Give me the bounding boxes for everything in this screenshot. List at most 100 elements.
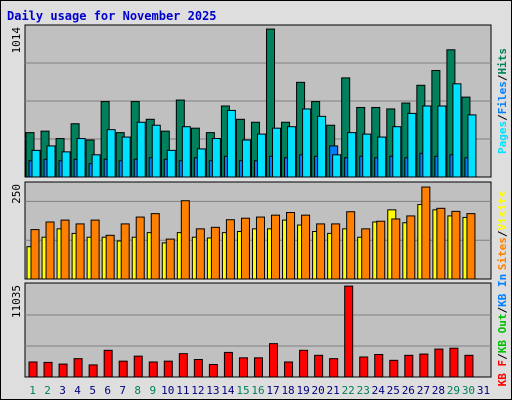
day-label-6: 6 (104, 384, 111, 397)
hits-legend-separator-1: / (496, 114, 509, 121)
pages-bar-day-7 (121, 136, 131, 178)
kbytes-legend: KB F/KB Out/KB In (496, 274, 509, 387)
pages-bar-day-23 (362, 133, 372, 178)
day-label-2: 2 (44, 384, 51, 397)
day-label-24: 24 (372, 384, 386, 397)
pages-bar-day-11 (181, 126, 191, 178)
sites-bar-day-1 (30, 229, 40, 280)
hits-legend-separator-2: / (496, 74, 509, 81)
pages-bar-day-27 (422, 105, 432, 178)
sites-bar-day-2 (45, 221, 55, 280)
sites-bar-day-7 (120, 223, 130, 280)
sites-bar-day-18 (286, 212, 296, 280)
kbytes-scale-max-label: 11035 (10, 285, 23, 318)
kbytes-bar-day-2 (43, 361, 53, 378)
kbytes-bar-day-5 (88, 364, 98, 378)
kbytes-legend-separator-2: / (496, 306, 509, 313)
pages-bar-day-28 (437, 105, 447, 178)
day-label-15: 15 (236, 384, 249, 397)
kbytes-bar-day-20 (314, 354, 324, 378)
pages-bar-day-25 (392, 126, 402, 178)
kbytes-bar-day-15 (238, 357, 248, 378)
kbytes-bar-day-24 (374, 353, 384, 378)
sites-bar-day-3 (60, 219, 70, 280)
kbytes-bar-day-26 (404, 354, 414, 378)
pages-bar-day-15 (241, 139, 251, 178)
kbytes-bar-day-11 (178, 353, 188, 378)
day-label-10: 10 (161, 384, 174, 397)
sites-bar-day-19 (301, 214, 311, 280)
pages-bar-day-14 (226, 109, 236, 178)
day-label-14: 14 (221, 384, 235, 397)
day-label-18: 18 (281, 384, 294, 397)
sites-bar-day-10 (165, 238, 175, 280)
sites-bar-day-15 (240, 217, 250, 280)
kbytes-bar-day-17 (269, 343, 279, 378)
day-label-17: 17 (266, 384, 279, 397)
pages-bar-day-10 (166, 149, 176, 178)
pages-bar-day-20 (317, 115, 327, 178)
sites-bar-day-20 (316, 223, 326, 280)
kbytes-legend-item-kb-out: KB Out (496, 313, 509, 353)
kbytes-bar-day-18 (284, 361, 294, 378)
visits-legend: Sites/Visits (496, 191, 509, 271)
kbytes-bar-day-28 (434, 348, 444, 378)
hits-legend: Pages/Files/Hits (496, 48, 509, 154)
day-label-16: 16 (251, 384, 264, 397)
sites-bar-day-22 (346, 211, 356, 280)
pages-bar-day-26 (407, 112, 417, 178)
kbytes-bar-day-14 (223, 351, 233, 378)
day-label-30: 30 (462, 384, 475, 397)
pages-bar-day-12 (196, 148, 206, 178)
kbytes-bar-day-10 (163, 360, 173, 378)
day-label-21: 21 (327, 384, 340, 397)
day-label-20: 20 (312, 384, 325, 397)
pages-bar-day-13 (211, 138, 221, 178)
kbytes-bar-day-6 (103, 349, 113, 378)
day-label-5: 5 (89, 384, 96, 397)
day-label-19: 19 (296, 384, 309, 397)
hits-legend-item-pages: Pages (496, 121, 509, 154)
sites-bar-day-23 (361, 228, 371, 280)
hits-legend-item-hits: Hits (496, 48, 509, 75)
sites-bar-day-16 (255, 216, 265, 280)
kbytes-bar-day-8 (133, 355, 143, 378)
sites-bar-day-27 (421, 186, 431, 280)
pages-bar-day-24 (377, 136, 387, 178)
visits-legend-separator-1: / (496, 230, 509, 237)
day-label-7: 7 (119, 384, 126, 397)
visits-legend-item-visits: Visits (496, 191, 509, 231)
pages-bar-day-8 (136, 121, 146, 178)
day-label-22: 22 (342, 384, 355, 397)
sites-bar-day-12 (195, 228, 205, 280)
sites-bar-day-11 (180, 200, 190, 280)
kbytes-bar-day-25 (389, 359, 399, 378)
pages-bar-day-30 (467, 114, 477, 178)
day-label-27: 27 (417, 384, 430, 397)
pages-bar-day-22 (347, 132, 357, 178)
day-label-12: 12 (191, 384, 204, 397)
hits-scale-max-label: 1014 (10, 27, 23, 54)
day-label-26: 26 (402, 384, 415, 397)
pages-bar-day-21 (332, 154, 342, 178)
day-label-9: 9 (149, 384, 156, 397)
kbytes-bar-day-29 (449, 347, 459, 378)
visits-scale-max-label: 250 (10, 184, 23, 204)
kbytes-bar-day-4 (73, 358, 83, 378)
sites-bar-day-14 (225, 219, 235, 280)
pages-bar-day-17 (272, 127, 282, 178)
sites-bar-day-17 (271, 214, 281, 280)
kbytes-bar-day-27 (419, 353, 429, 378)
day-label-29: 29 (447, 384, 460, 397)
day-label-13: 13 (206, 384, 219, 397)
kbytes-bar-day-9 (148, 361, 158, 378)
hits-legend-item-files: Files (496, 81, 509, 114)
day-label-8: 8 (134, 384, 141, 397)
kbytes-bar-day-13 (208, 363, 218, 378)
kbytes-legend-separator-1: / (496, 353, 509, 360)
kbytes-bar-day-1 (28, 361, 38, 378)
pages-bar-day-5 (91, 154, 101, 178)
sites-bar-day-21 (331, 223, 341, 280)
